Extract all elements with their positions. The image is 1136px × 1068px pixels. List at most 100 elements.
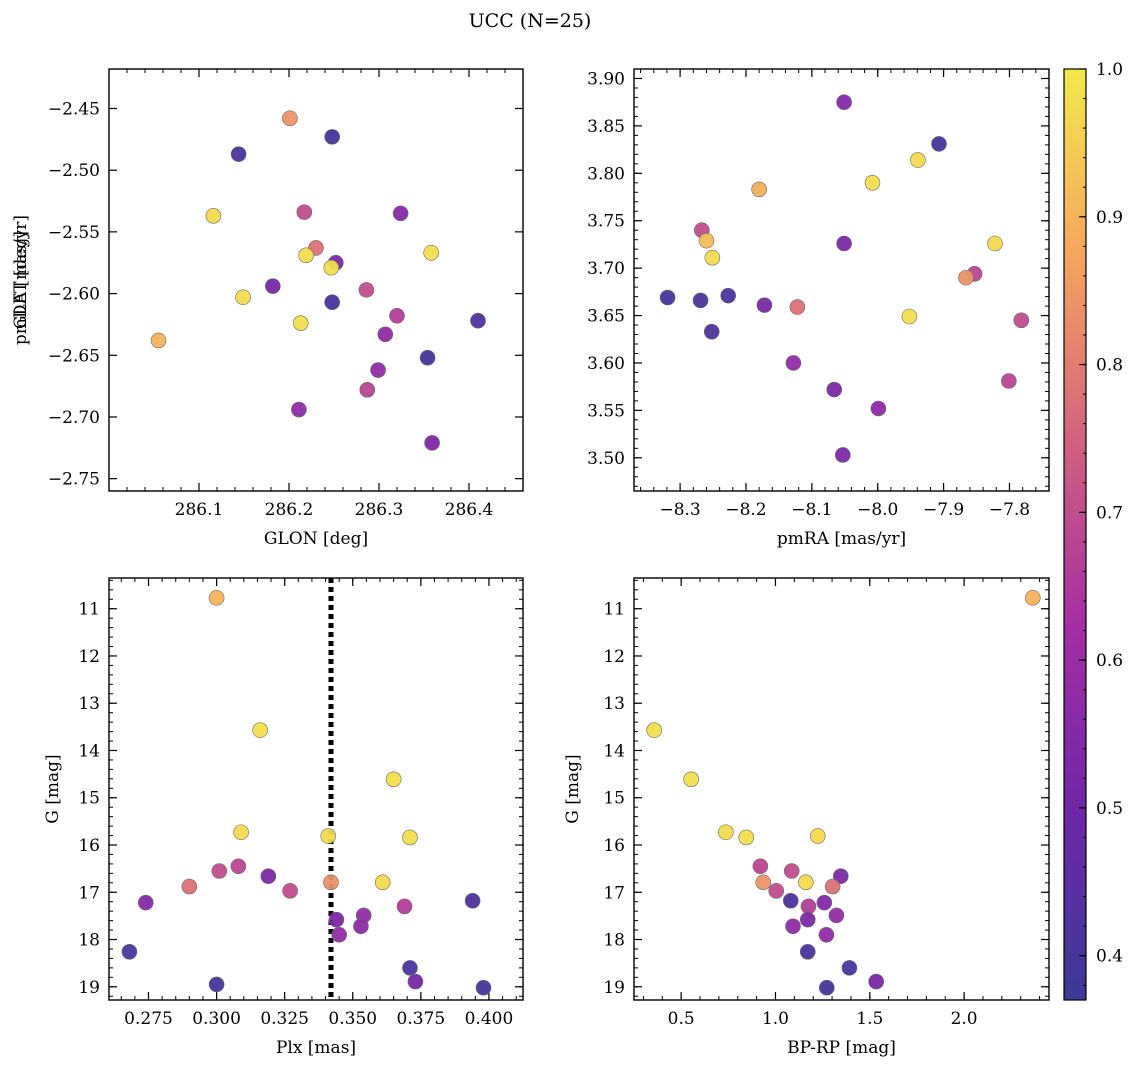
data-point [826,381,843,398]
y-tick-label: 3.65 [587,307,625,327]
data-point [1024,590,1041,606]
y-tick-label: 3.85 [587,117,625,137]
y-tick-label: −2.50 [48,161,100,181]
data-point [818,979,835,996]
data-point [870,400,887,417]
colorbar-tick-label: 0.4 [1096,947,1123,967]
x-tick-label: 0.375 [397,1009,446,1029]
data-point [292,315,309,331]
data-point [385,771,402,788]
colorbar-tick-label: 0.5 [1096,799,1123,819]
data-point [396,898,413,915]
data-point [958,269,974,286]
data-point [692,292,709,309]
x-tick-label: −8.1 [791,500,832,520]
data-point [370,362,386,378]
data-point [402,960,418,976]
data-point [137,894,154,911]
data-point [832,868,849,884]
y-tick-label: 19 [78,978,100,998]
data-point [470,312,486,329]
data-point [233,824,249,841]
y-tick-label: 18 [603,931,625,951]
x-tick-label: 0.300 [192,1009,241,1029]
data-point [230,858,247,875]
data-point [646,722,662,738]
data-point [377,326,394,343]
y-tick-label: 19 [603,978,625,998]
plx-g-panel: 0.275 0.300 0.325 0.350 0.375 0.400 11 12 13 14 15… [43,577,524,1058]
bprp-g-panel: 0.5 1.0 1.5 2.0 11 12 13 14 15 16 17 18 19 BP-RP [mag… [563,577,1050,1058]
y-tick-label: 17 [603,883,625,903]
data-point [828,907,845,924]
data-point [1013,312,1030,329]
y-tick-label: −2.55 [48,223,100,243]
data-point [738,829,755,846]
data-point [901,308,918,325]
data-point [389,307,405,324]
data-point [868,973,885,990]
data-point [931,136,947,152]
scatter-points [150,110,486,451]
data-point [423,245,440,261]
data-point [211,863,228,879]
data-point [260,868,277,884]
y-tick-label: 3.80 [587,164,625,184]
x-tick-label: −8.3 [659,500,700,520]
data-point [785,355,802,371]
data-point [331,926,347,943]
glon-glat-panel: 286.1 286.2 286.3 286.4 −2.45 −2.50 −2.55 −2.60… [11,68,524,549]
data-point [208,590,225,606]
axes-frame [633,68,1050,492]
y-axis-title: pmDE [mas/yr] [11,215,31,345]
y-tick-label: 3.70 [587,259,625,279]
x-tick-label: 286.3 [355,500,404,520]
data-point [252,722,268,738]
x-tick-label: −8.0 [857,500,898,520]
x-tick-label: 286.2 [265,500,314,520]
data-point [235,289,251,306]
data-point [987,235,1003,252]
data-point [756,297,773,313]
colorbar-tick-label: 0.8 [1096,356,1123,376]
colorbar-tick-label: 0.7 [1096,503,1123,523]
scatter-points [659,94,1030,463]
axes-frame [108,68,524,492]
y-tick-label: 17 [78,883,100,903]
y-tick-label: 15 [78,789,100,809]
data-point [718,824,734,841]
x-axis-title: Plx [mas] [276,1038,356,1058]
colorbar-tick-label: 0.6 [1096,651,1123,671]
plot-area [634,69,1049,491]
data-point [475,979,492,996]
data-point [816,894,833,911]
x-tick-label: 0.350 [328,1009,377,1029]
data-point [407,973,424,990]
data-point [698,232,715,249]
data-point [864,174,881,191]
y-axis-title: G [mag] [563,754,583,823]
data-point [836,94,852,110]
y-tick-label: −2.45 [48,99,100,119]
data-point [464,892,481,909]
data-point [324,294,341,311]
x-tick-label: 286.4 [445,500,494,520]
y-tick-label: 3.90 [587,69,625,89]
data-point [824,878,841,895]
x-tick-label: 0.275 [124,1009,173,1029]
x-axis-title: GLON [deg] [264,529,368,549]
data-point [358,282,375,298]
y-tick-label: 16 [78,836,100,856]
pmra-pmde-panel: −8.3 −8.2 −8.1 −8.0 −7.9 −7.8 3.50 3.55 3.60 3.65… [11,68,1050,549]
data-point [683,771,699,788]
data-point [799,943,816,960]
data-point [768,883,785,899]
data-point [181,878,198,895]
y-tick-label: 11 [78,600,100,620]
y-tick-label: 18 [78,931,100,951]
data-point [785,918,801,935]
data-point [659,289,676,306]
x-axis-title: pmRA [mas/yr] [777,529,906,549]
data-point [402,829,418,846]
